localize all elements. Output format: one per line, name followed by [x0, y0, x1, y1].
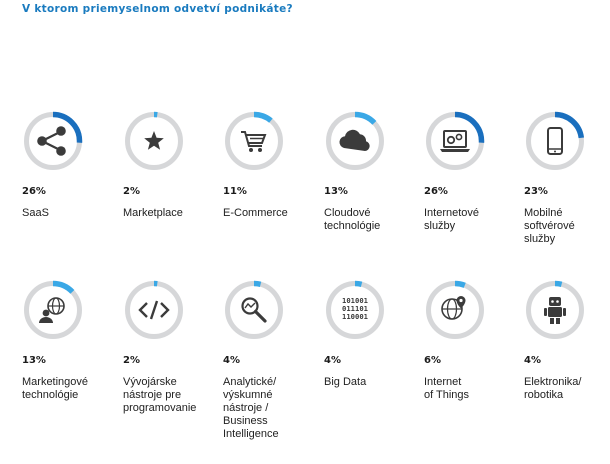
gauge-value-arc	[525, 280, 585, 340]
industry-label-line: Internet	[424, 376, 462, 388]
industry-label-line: výskumné	[223, 389, 273, 401]
gauge-ring	[224, 280, 284, 340]
industry-label-line: nástroje /	[223, 402, 269, 414]
industry-label-line: Marketingové	[22, 376, 89, 388]
gauge-value-arc	[425, 111, 485, 171]
gauge-value-arc	[325, 280, 385, 340]
star-icon	[144, 131, 164, 150]
percent-value: 13%	[324, 186, 348, 197]
gauge-ring	[124, 280, 184, 340]
page-title: V ktorom priemyselnom odvetví podnikáte?	[22, 3, 293, 15]
percent-value: 2%	[123, 186, 140, 197]
industry-label-line: technológie	[22, 389, 79, 401]
industry-label: E-Commerce	[223, 207, 319, 220]
gauge-value-arc	[23, 280, 83, 340]
magnifier-chart-icon	[241, 297, 267, 323]
gauge-value-arc	[525, 111, 585, 171]
industry-label-line: Internetové	[424, 207, 480, 219]
gauge-value-arc	[425, 280, 485, 340]
gauge-ring	[224, 111, 284, 171]
gauge-ring	[425, 280, 485, 340]
gauge-value-arc	[23, 111, 83, 171]
percent-value: 2%	[123, 355, 140, 366]
industry-label-line: Mobilné	[524, 207, 563, 219]
gauge-ring	[23, 111, 83, 171]
industry-label-line: Big Data	[324, 376, 367, 388]
industry-label: Marketingové technológie	[22, 376, 118, 402]
percent-value: 11%	[223, 186, 247, 197]
binary-text-line: 101001	[342, 296, 368, 305]
gauge-value-arc	[124, 111, 184, 171]
percent-value: 4%	[524, 355, 541, 366]
globe-person-icon	[39, 297, 65, 323]
share-icon	[37, 126, 66, 156]
gauge-ring	[124, 111, 184, 171]
gauge-value-arc	[124, 280, 184, 340]
industry-label-line: Elektronika/	[524, 376, 582, 388]
percent-value: 26%	[22, 186, 46, 197]
industry-label-line: E-Commerce	[223, 207, 288, 219]
industry-label: Vývojárske nástroje pre programovanie	[123, 376, 219, 415]
gauge-ring	[425, 111, 485, 171]
industry-label: Internetové služby	[424, 207, 520, 233]
gauge-ring	[525, 280, 585, 340]
industry-label-line: Vývojárske	[123, 376, 177, 388]
percent-value: 4%	[223, 355, 240, 366]
industry-label: Internet of Things	[424, 376, 520, 402]
gauge-value-arc	[224, 111, 284, 171]
industry-label-line: služby	[524, 233, 556, 245]
industry-label: SaaS	[22, 207, 118, 220]
gauge-ring	[325, 111, 385, 171]
gauge-value-arc	[325, 111, 385, 171]
industry-label-line: of Things	[424, 389, 470, 401]
industry-label: Elektronika/robotika	[524, 376, 610, 402]
industry-label: Mobilné softvérové služby	[524, 207, 610, 246]
percent-value: 23%	[524, 186, 548, 197]
industry-label-line: SaaS	[22, 207, 49, 219]
shopping-cart-icon	[241, 131, 267, 152]
industry-label-line: nástroje pre	[123, 389, 182, 401]
cloud-icon	[339, 129, 370, 151]
percent-value: 6%	[424, 355, 441, 366]
binary-text-line: 110001	[342, 312, 368, 321]
smartphone-icon	[547, 127, 563, 155]
industry-label-line: Cloudové	[324, 207, 371, 219]
binary-text-line: 011101	[342, 304, 368, 313]
industry-label-line: Marketplace	[123, 207, 183, 219]
industry-label: Cloudové technológie	[324, 207, 420, 233]
gauge-ring	[525, 111, 585, 171]
laptop-gears-icon	[440, 130, 470, 152]
gauge-ring	[23, 280, 83, 340]
gauge-track	[225, 281, 283, 339]
code-icon	[138, 300, 170, 320]
percent-value: 4%	[324, 355, 341, 366]
industry-label-line: Analytické/	[223, 376, 277, 388]
industry-label-line: robotika	[524, 389, 564, 401]
globe-pin-icon	[441, 296, 466, 320]
robot-icon	[544, 297, 566, 324]
percent-value: 26%	[424, 186, 448, 197]
industry-label-line: programovanie	[123, 402, 197, 414]
gauge-track	[225, 112, 283, 170]
gauge-value-arc	[224, 280, 284, 340]
gauge-track	[426, 281, 484, 339]
industry-label: Marketplace	[123, 207, 219, 220]
industry-label: Big Data	[324, 376, 420, 389]
industry-label-line: Business	[223, 415, 268, 427]
industry-label-line: softvérové	[524, 220, 575, 232]
percent-value: 13%	[22, 355, 46, 366]
industry-label: Analytické/výskumné nástroje / Business Int…	[223, 376, 319, 441]
industry-label-line: Intelligence	[223, 428, 279, 440]
industry-label-line: služby	[424, 220, 456, 232]
industry-label-line: technológie	[324, 220, 381, 232]
